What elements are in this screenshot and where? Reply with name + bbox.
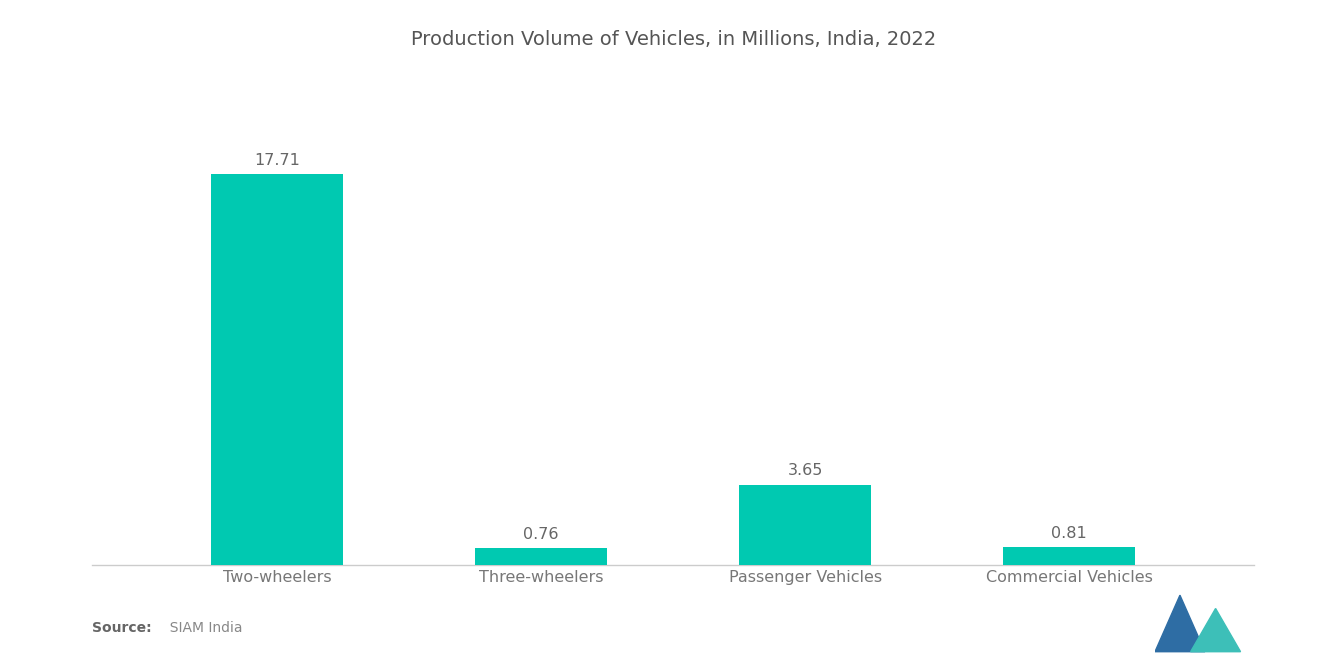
- Bar: [1003, 547, 1135, 565]
- Bar: [475, 549, 607, 565]
- Text: SIAM India: SIAM India: [161, 621, 243, 635]
- Text: 0.76: 0.76: [524, 527, 558, 542]
- Text: 0.81: 0.81: [1051, 526, 1088, 541]
- Text: 3.65: 3.65: [788, 463, 822, 478]
- Bar: [211, 174, 343, 565]
- Title: Production Volume of Vehicles, in Millions, India, 2022: Production Volume of Vehicles, in Millio…: [411, 30, 936, 49]
- Polygon shape: [1191, 608, 1241, 652]
- Text: Source:: Source:: [92, 621, 152, 635]
- Text: 17.71: 17.71: [255, 153, 300, 168]
- Bar: [739, 485, 871, 565]
- Polygon shape: [1155, 595, 1205, 652]
